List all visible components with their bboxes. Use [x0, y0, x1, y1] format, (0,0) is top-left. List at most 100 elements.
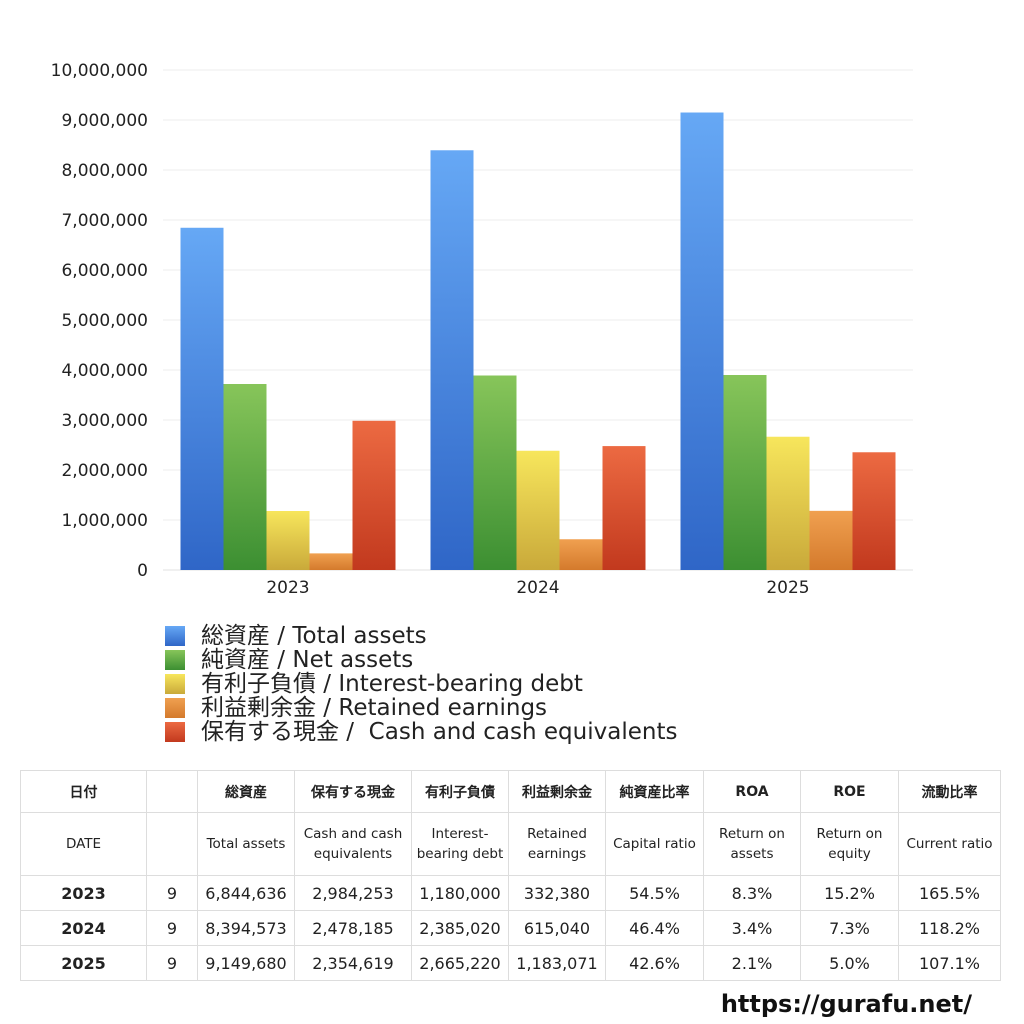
site-url[interactable]: https://gurafu.net/	[720, 990, 972, 1018]
column-header: 日付	[20, 770, 147, 813]
y-tick-label: 2,000,000	[61, 461, 148, 481]
column-header: 純資産比率	[605, 770, 704, 813]
column-header: 流動比率	[898, 770, 1001, 813]
x-tick-label: 2025	[766, 578, 809, 598]
table-cell: 54.5%	[605, 875, 704, 911]
bar-2023-series-3	[309, 553, 353, 570]
table-cell: 332,380	[508, 875, 606, 911]
table-header-row-jp: 日付 総資産 保有する現金 有利子負債 利益剰余金 純資産比率 ROA ROE 流動比率	[20, 770, 1001, 813]
bar-chart: 0 1,000,000 2,000,000 3,000,000 4,000,000 5,0…	[51, 61, 913, 598]
legend: 総資産 / Total assets 純資産 / Net assets 有利子負…	[165, 624, 677, 744]
y-tick-label: 6,000,000	[61, 261, 148, 281]
table-cell: 107.1%	[898, 945, 1001, 981]
legend-label: 利益剰余金 / Retained earnings	[201, 695, 548, 721]
bar-2024-series-1	[473, 375, 517, 570]
table-cell: 165.5%	[898, 875, 1001, 911]
bars	[180, 112, 896, 571]
table-row: 2025 9 9,149,680 2,354,619 2,665,220 1,183,07…	[20, 945, 1001, 981]
table-cell: 2,385,020	[411, 910, 509, 946]
column-header: 保有する現金	[294, 770, 412, 813]
legend-label: 保有する現金 / Cash and cash equivalents	[201, 719, 678, 745]
table-cell: 7.3%	[800, 910, 899, 946]
bar-2024-series-0	[430, 150, 474, 570]
table-cell: 46.4%	[605, 910, 704, 946]
bar-2025-series-3	[809, 510, 853, 570]
table-cell: 615,040	[508, 910, 606, 946]
legend-item-retained-earnings: 利益剰余金 / Retained earnings	[165, 696, 677, 720]
x-axis-labels: 2023 2024 2025	[266, 578, 809, 598]
column-header: ROA	[703, 770, 801, 813]
column-header: Total assets	[197, 812, 295, 876]
table-cell: 2.1%	[703, 945, 801, 981]
column-header: 総資産	[197, 770, 295, 813]
table-cell: 2,665,220	[411, 945, 509, 981]
column-header: Cash and cash equivalents	[294, 812, 412, 876]
legend-swatch	[165, 650, 185, 670]
bar-2024-series-3	[559, 539, 603, 570]
table-cell: 9,149,680	[197, 945, 295, 981]
table-cell: 9	[146, 945, 198, 981]
bar-2023-series-0	[180, 227, 224, 571]
table-cell: 2025	[20, 945, 147, 981]
table-cell: 5.0%	[800, 945, 899, 981]
y-tick-label: 5,000,000	[61, 311, 148, 331]
legend-swatch	[165, 674, 185, 694]
table-cell: 2023	[20, 875, 147, 911]
legend-item-interest-bearing-debt: 有利子負債 / Interest-bearing debt	[165, 672, 677, 696]
table-cell: 2024	[20, 910, 147, 946]
column-header: Return on equity	[800, 812, 899, 876]
table-cell: 9	[146, 910, 198, 946]
x-tick-label: 2024	[516, 578, 559, 598]
bar-2023-series-1	[223, 384, 267, 570]
table-cell: 6,844,636	[197, 875, 295, 911]
column-header: 有利子負債	[411, 770, 509, 813]
column-header: Current ratio	[898, 812, 1001, 876]
table-cell: 42.6%	[605, 945, 704, 981]
table-cell: 9	[146, 875, 198, 911]
y-tick-label: 3,000,000	[61, 411, 148, 431]
column-header	[146, 812, 198, 876]
bar-2025-series-2	[766, 436, 810, 570]
legend-item-net-assets: 純資産 / Net assets	[165, 648, 677, 672]
table-cell: 8.3%	[703, 875, 801, 911]
table-cell: 118.2%	[898, 910, 1001, 946]
table-cell: 2,478,185	[294, 910, 412, 946]
y-tick-label: 4,000,000	[61, 361, 148, 381]
y-axis-ticks: 0 1,000,000 2,000,000 3,000,000 4,000,000 5,0…	[51, 61, 148, 581]
table-cell: 1,183,071	[508, 945, 606, 981]
column-header: Return on assets	[703, 812, 801, 876]
bar-2023-series-2	[266, 511, 310, 570]
y-tick-label: 9,000,000	[61, 111, 148, 131]
financial-table: 日付 総資産 保有する現金 有利子負債 利益剰余金 純資産比率 ROA ROE 流動比率 DATE…	[20, 770, 1001, 981]
bar-2025-series-1	[723, 375, 767, 570]
legend-item-total-assets: 総資産 / Total assets	[165, 624, 677, 648]
y-tick-label: 10,000,000	[51, 61, 148, 81]
y-tick-label: 0	[137, 561, 148, 581]
table-cell: 15.2%	[800, 875, 899, 911]
bar-2024-series-4	[602, 446, 646, 570]
y-tick-label: 1,000,000	[61, 511, 148, 531]
column-header: Interest-bearing debt	[411, 812, 509, 876]
column-header: DATE	[20, 812, 147, 876]
table-row: 2023 9 6,844,636 2,984,253 1,180,000 332,380 5…	[20, 875, 1001, 911]
table-cell: 8,394,573	[197, 910, 295, 946]
bar-2025-series-0	[680, 112, 724, 571]
y-tick-label: 7,000,000	[61, 211, 148, 231]
table-cell: 3.4%	[703, 910, 801, 946]
column-header: Retained earnings	[508, 812, 606, 876]
legend-swatch	[165, 698, 185, 718]
table-header-row-en: DATE Total assets Cash and cash equivalent…	[20, 812, 1001, 876]
y-tick-label: 8,000,000	[61, 161, 148, 181]
legend-label: 有利子負債 / Interest-bearing debt	[201, 671, 583, 697]
column-header: Capital ratio	[605, 812, 704, 876]
legend-swatch	[165, 722, 185, 742]
legend-label: 純資産 / Net assets	[201, 647, 414, 673]
legend-swatch	[165, 626, 185, 646]
column-header	[146, 770, 198, 813]
column-header: ROE	[800, 770, 899, 813]
table-cell: 2,984,253	[294, 875, 412, 911]
table-cell: 1,180,000	[411, 875, 509, 911]
bar-2025-series-4	[852, 452, 896, 570]
x-tick-label: 2023	[266, 578, 309, 598]
table-cell: 2,354,619	[294, 945, 412, 981]
